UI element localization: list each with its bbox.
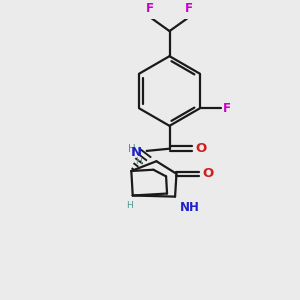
Text: H: H — [127, 200, 133, 209]
Text: F: F — [185, 2, 193, 15]
Text: H: H — [128, 144, 136, 154]
Text: N: N — [130, 146, 142, 159]
Text: O: O — [196, 142, 207, 155]
Text: NH: NH — [180, 201, 200, 214]
Text: H: H — [135, 157, 141, 166]
Text: O: O — [203, 167, 214, 180]
Text: F: F — [224, 102, 231, 115]
Text: F: F — [146, 2, 154, 15]
